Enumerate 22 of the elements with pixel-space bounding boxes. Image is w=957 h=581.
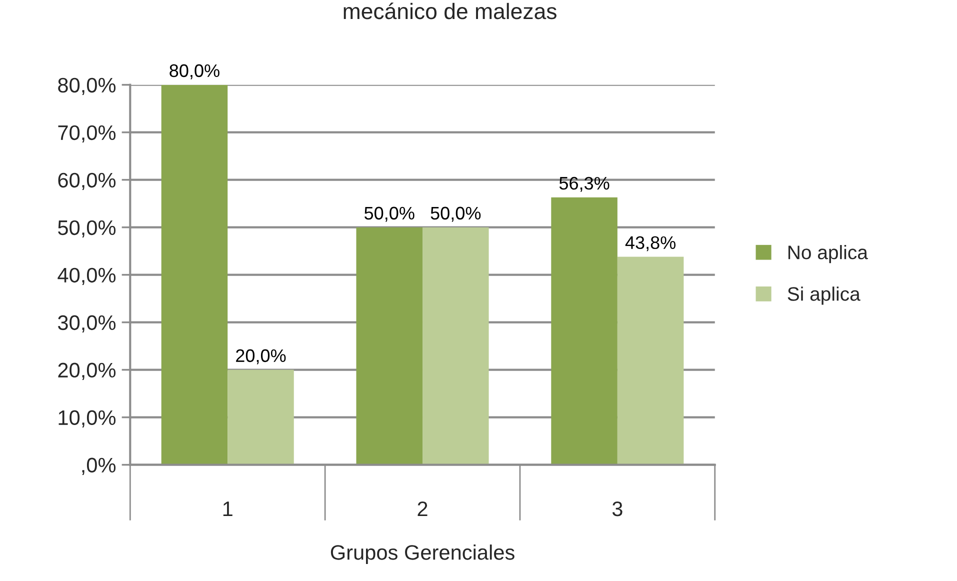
data-label: 43,8% — [625, 236, 676, 252]
y-tick-label: 70,0% — [58, 125, 116, 143]
y-tick-label: 10,0% — [58, 410, 116, 428]
y-tick-label: 60,0% — [58, 172, 116, 190]
data-label: 56,3% — [559, 176, 610, 192]
chart-title: mecánico de malezas — [344, 2, 556, 20]
x-tick-label: 1 — [223, 502, 232, 516]
data-label: 20,0% — [236, 349, 286, 364]
y-tick-label: 20,0% — [58, 362, 116, 380]
y-tick-label: 80,0% — [58, 78, 116, 96]
legend-label: No aplica — [788, 245, 868, 264]
y-tick-label: 30,0% — [58, 315, 116, 333]
y-tick-label: 50,0% — [58, 220, 116, 238]
y-tick-label: 40,0% — [58, 268, 116, 286]
data-label: 50,0% — [430, 206, 481, 222]
y-tick-label: ,0% — [82, 458, 116, 476]
x-tick-label: 3 — [612, 501, 622, 516]
data-label: 50,0% — [364, 206, 414, 222]
x-tick-label: 2 — [418, 501, 428, 516]
x-axis-title: Grupos Gerenciales — [330, 544, 514, 564]
data-label: 80,0% — [170, 64, 220, 80]
legend-label: Si aplica — [788, 286, 860, 305]
